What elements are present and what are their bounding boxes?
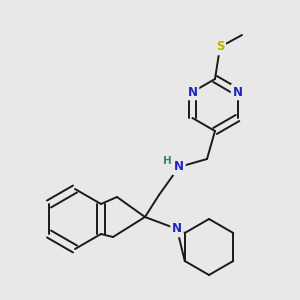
Text: N: N (188, 85, 197, 98)
Text: S: S (216, 40, 224, 53)
Text: H: H (163, 156, 171, 166)
Text: N: N (232, 85, 242, 98)
Text: N: N (172, 223, 182, 236)
Text: N: N (174, 160, 184, 173)
